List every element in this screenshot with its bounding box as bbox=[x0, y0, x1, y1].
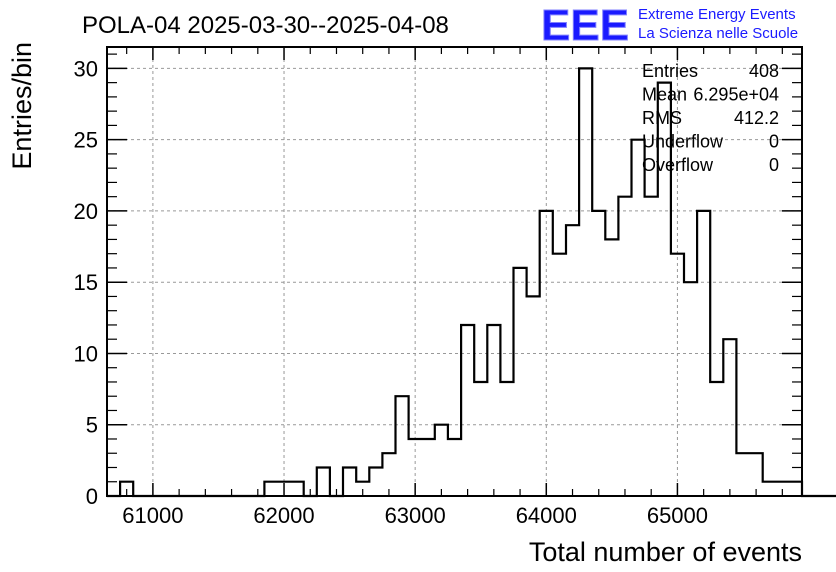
logo-mark: EEE bbox=[541, 1, 629, 50]
y-tick-label: 0 bbox=[86, 484, 98, 509]
stats-label: RMS bbox=[642, 108, 682, 128]
logo-line1: Extreme Energy Events bbox=[638, 6, 796, 23]
x-axis-title: Total number of events bbox=[529, 537, 802, 567]
plot-frame bbox=[106, 46, 803, 497]
y-tick-labels: 0 5 10 15 20 25 30 bbox=[74, 56, 98, 509]
x-tick-label: 62000 bbox=[253, 503, 314, 528]
stats-value: 0 bbox=[769, 132, 779, 152]
stats-value: 408 bbox=[749, 61, 779, 81]
stats-label: Overflow bbox=[642, 155, 714, 175]
y-tick-label: 10 bbox=[74, 341, 98, 366]
logo-line2: La Scienza nelle Scuole bbox=[638, 25, 798, 42]
x-tick-label: 61000 bbox=[122, 503, 183, 528]
stats-value: 6.295e+04 bbox=[693, 85, 779, 105]
stats-value: 412.2 bbox=[734, 108, 779, 128]
y-tick-label: 25 bbox=[74, 128, 98, 153]
x-tick-labels: 61000 62000 63000 64000 65000 bbox=[122, 503, 708, 528]
grid-lines bbox=[107, 47, 802, 496]
y-axis-title: Entries/bin bbox=[7, 42, 37, 170]
histogram-series bbox=[107, 67, 836, 498]
chart-title: POLA-04 2025-03-30--2025-04-08 bbox=[82, 12, 449, 39]
stats-label: Entries bbox=[642, 61, 698, 81]
x-tick-label: 64000 bbox=[516, 503, 577, 528]
y-tick-label: 15 bbox=[74, 270, 98, 295]
y-tick-label: 5 bbox=[86, 413, 98, 438]
x-tick-label: 63000 bbox=[385, 503, 446, 528]
y-tick-label: 20 bbox=[74, 199, 98, 224]
y-tick-label: 30 bbox=[74, 56, 98, 81]
stats-label: Mean bbox=[642, 85, 687, 105]
axis-ticks bbox=[107, 47, 802, 497]
x-tick-label: 65000 bbox=[647, 503, 708, 528]
stats-box: Entries 408 Mean 6.295e+04 RMS 412.2 Underflow… bbox=[642, 61, 779, 175]
stats-value: 0 bbox=[769, 155, 779, 175]
eee-logo: EEE Extreme Energy Events La Scienza nel… bbox=[541, 1, 799, 51]
stats-label: Underflow bbox=[642, 132, 724, 152]
